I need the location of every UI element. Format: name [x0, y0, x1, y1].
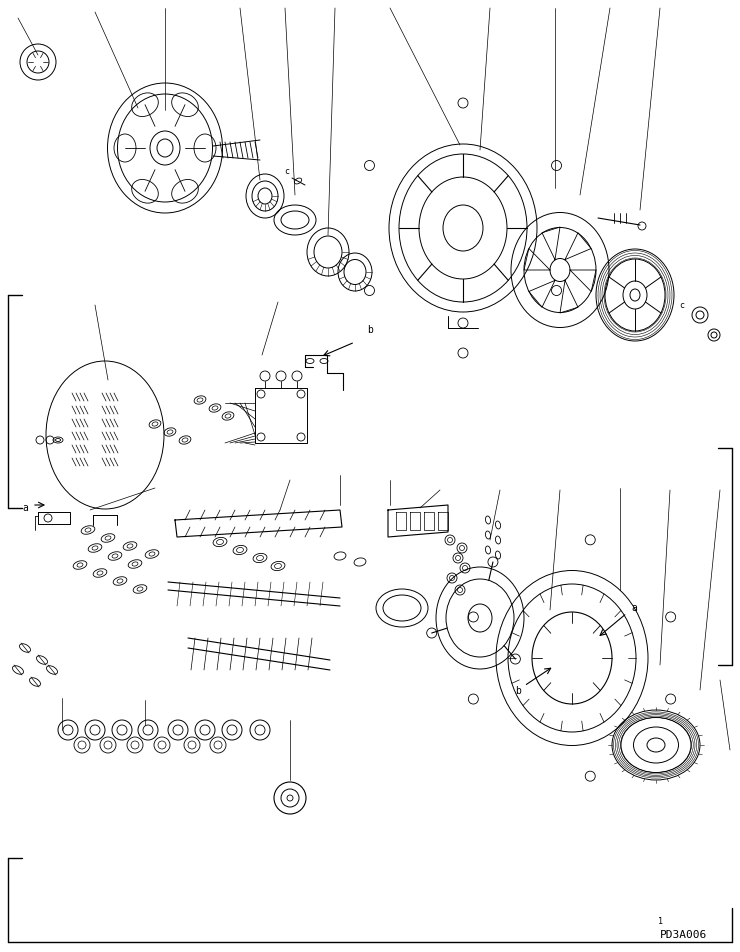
Text: c: c: [679, 301, 684, 309]
Text: PD3A006: PD3A006: [660, 930, 707, 940]
Text: c: c: [284, 168, 289, 176]
Text: b: b: [367, 325, 373, 335]
Text: a: a: [22, 503, 28, 513]
Text: 1: 1: [658, 918, 663, 926]
Text: b: b: [515, 686, 521, 696]
Text: a: a: [631, 603, 637, 613]
